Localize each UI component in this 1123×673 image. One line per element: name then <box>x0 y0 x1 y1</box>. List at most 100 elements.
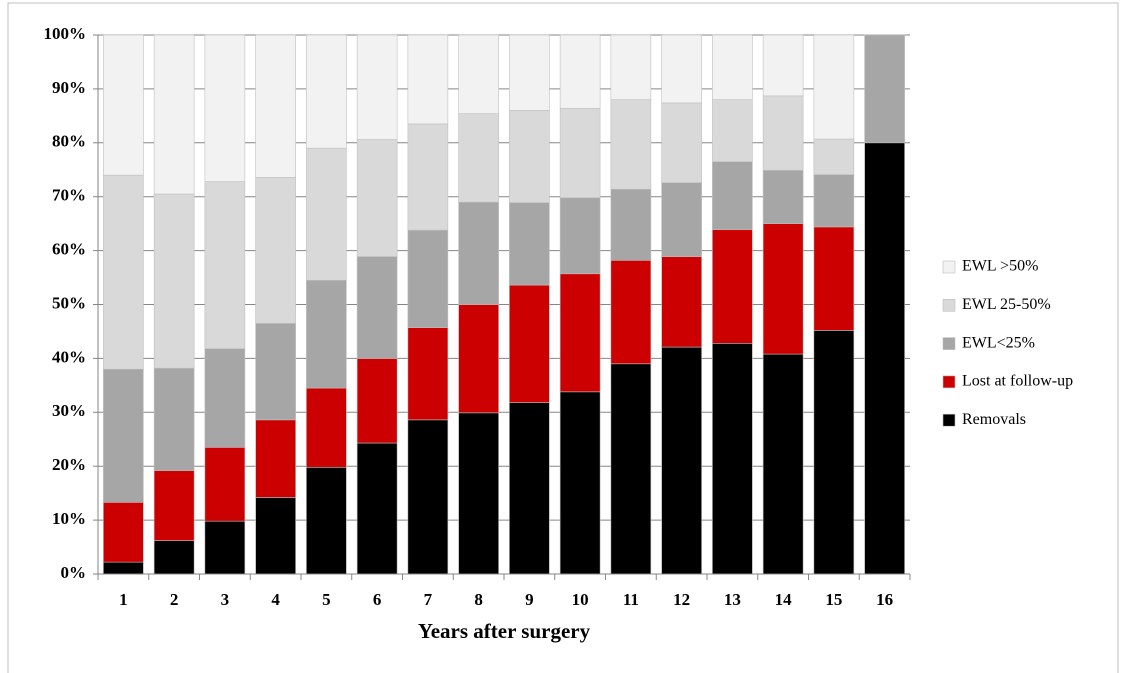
bar-segment <box>712 99 753 162</box>
x-tick-label: 8 <box>474 590 483 609</box>
x-tick-label: 7 <box>424 590 433 609</box>
bar-segment <box>407 327 449 421</box>
bar-segment <box>559 108 601 199</box>
bar-segment <box>356 358 398 444</box>
bar-segment <box>356 34 398 140</box>
bar-segment <box>204 181 246 349</box>
x-tick-label: 10 <box>572 590 589 609</box>
bar-segment <box>661 102 702 183</box>
bar-segment <box>255 34 296 178</box>
bar-segment <box>509 202 550 286</box>
x-tick-label: 4 <box>271 590 280 609</box>
bar-segment <box>458 304 499 414</box>
bar-segment <box>458 201 499 305</box>
x-tick-label: 13 <box>724 590 741 609</box>
bar-segment <box>356 442 398 575</box>
x-tick-label: 11 <box>623 590 639 609</box>
bar-segment <box>153 470 195 541</box>
x-tick-label: 9 <box>525 590 534 609</box>
bar-segment <box>712 34 753 100</box>
y-tick-label: 50% <box>52 293 86 312</box>
x-tick-label: 15 <box>825 590 842 609</box>
bar-segment <box>559 197 601 275</box>
bar-segment <box>306 34 347 149</box>
bar-segment <box>255 419 296 498</box>
bar-segment <box>407 123 449 231</box>
bar-segment <box>458 34 499 114</box>
bar-segment <box>204 348 246 448</box>
bar-segment <box>509 284 550 403</box>
bar-segment <box>610 363 652 575</box>
bar-segment <box>255 176 296 324</box>
y-tick-label: 0% <box>61 563 87 582</box>
x-tick-label: 6 <box>373 590 382 609</box>
bar-segment <box>204 447 246 522</box>
bar-segment <box>712 161 753 230</box>
y-tick-label: 90% <box>52 78 86 97</box>
bar-segment <box>356 139 398 257</box>
legend-label: Lost at follow-up <box>962 373 1073 390</box>
bar-segment <box>712 229 753 344</box>
legend-swatch <box>942 337 956 350</box>
bar-segment <box>762 169 804 224</box>
bar-segment <box>762 34 804 97</box>
y-tick-label: 70% <box>52 186 86 205</box>
bar-segment <box>153 193 195 369</box>
bar-segment <box>103 368 144 503</box>
bar-segment <box>559 273 601 393</box>
y-tick-label: 100% <box>44 24 87 43</box>
bar-segment <box>407 419 449 575</box>
bar-segment <box>103 561 144 575</box>
bar-segment <box>813 34 855 140</box>
bar-segment <box>661 182 702 257</box>
bar-segment <box>407 34 449 125</box>
bar-segment <box>509 110 550 203</box>
x-tick-label: 1 <box>119 590 128 609</box>
bar-segment <box>661 34 702 104</box>
y-tick-label: 20% <box>52 455 86 474</box>
legend-label: EWL<25% <box>962 334 1035 351</box>
bar-segment <box>610 34 652 100</box>
bar-segment <box>458 412 499 575</box>
bar-segment <box>306 147 347 281</box>
bar-segment <box>762 95 804 171</box>
legend-swatch <box>942 298 956 312</box>
bar-segment <box>712 343 753 575</box>
y-tick-label: 80% <box>52 132 86 151</box>
legend-label: EWL 25-50% <box>962 296 1051 313</box>
bar-segment <box>204 34 246 182</box>
bar-segment <box>559 34 601 109</box>
bar-segment <box>864 34 905 144</box>
bar-segment <box>661 256 702 348</box>
bar-segment <box>610 188 652 261</box>
bar-segment <box>813 226 855 331</box>
x-tick-label: 14 <box>775 590 793 609</box>
bar-segment <box>559 391 601 575</box>
y-tick-label: 10% <box>52 509 86 528</box>
bar-segment <box>103 34 144 176</box>
legend-swatch <box>942 260 956 274</box>
frame <box>7 2 1119 673</box>
bar-segment <box>610 99 652 190</box>
bar-segment <box>813 174 855 228</box>
x-tick-label: 2 <box>170 590 179 609</box>
bar-segment <box>255 497 296 575</box>
bar-segment <box>255 323 296 421</box>
bar-segment <box>204 520 246 575</box>
bar-segment <box>306 387 347 468</box>
bar-segment <box>407 229 449 328</box>
legend-label: EWL >50% <box>962 258 1038 275</box>
x-tick-label: 5 <box>322 590 331 609</box>
x-tick-label: 16 <box>876 590 893 609</box>
x-axis-label: Years after surgery <box>418 619 591 643</box>
x-tick-label: 3 <box>221 590 230 609</box>
bar-segment <box>813 138 855 175</box>
x-tick-label: 12 <box>673 590 690 609</box>
y-tick-label: 40% <box>52 347 86 366</box>
bar-segment <box>103 174 144 370</box>
bar-segment <box>661 346 702 575</box>
bar-segment <box>306 466 347 575</box>
bar-segment <box>762 223 804 355</box>
bar-segment <box>103 502 144 563</box>
bar-segment <box>153 540 195 575</box>
